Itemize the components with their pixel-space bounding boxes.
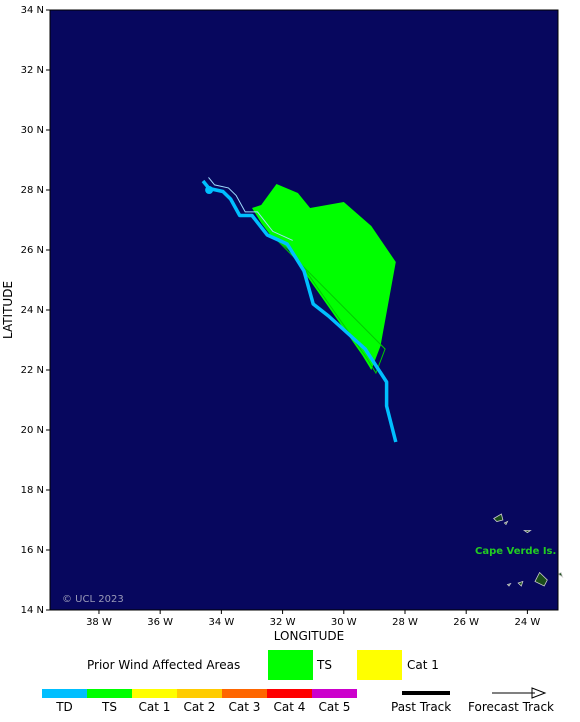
cape-verde-label: Cape Verde Is. — [475, 546, 556, 557]
y-tick-label-1: 16 N — [21, 545, 44, 556]
forecast-track-arrow-icon — [531, 687, 547, 699]
y-axis-ticks: 14 N 16 N 18 N 20 N 22 N 24 N 26 N 28 N 30 N 32 N… — [21, 5, 50, 616]
wind-legend-label-ts: TS — [316, 658, 332, 672]
past-track-line — [201, 179, 398, 443]
x-tick-label-4: 30 W — [331, 617, 357, 628]
y-tick-label-10: 34 N — [21, 5, 44, 16]
forecast-track-legend-label: Forecast Track — [468, 700, 554, 714]
scale-label-cat3: Cat 3 — [229, 700, 261, 714]
scale-label-cat2: Cat 2 — [184, 700, 216, 714]
y-tick-label-6: 26 N — [21, 245, 44, 256]
x-tick-label-3: 32 W — [270, 617, 296, 628]
island-0 — [493, 513, 504, 522]
y-tick-label-7: 28 N — [21, 185, 44, 196]
scale-label-cat4: Cat 4 — [274, 700, 306, 714]
scale-label-ts: TS — [101, 700, 117, 714]
scale-label-td: TD — [55, 700, 73, 714]
island-6 — [506, 582, 512, 587]
island-4 — [557, 571, 564, 578]
land-layer — [493, 513, 564, 587]
scale-swatch-cat1 — [132, 689, 177, 698]
x-tick-label-2: 34 W — [208, 617, 234, 628]
y-axis-title: LATITUDE — [1, 281, 15, 339]
x-axis-title: LONGITUDE — [274, 629, 344, 643]
scale-swatch-td — [42, 689, 87, 698]
x-tick-label-5: 28 W — [392, 617, 418, 628]
x-axis-ticks: 38 W 36 W 34 W 32 W 30 W 28 W 26 W 24 W — [86, 610, 540, 628]
island-2 — [522, 530, 532, 534]
x-tick-label-6: 26 W — [453, 617, 479, 628]
y-tick-label-3: 20 N — [21, 425, 44, 436]
scale-label-cat5: Cat 5 — [319, 700, 351, 714]
y-tick-label-2: 18 N — [21, 485, 44, 496]
y-tick-label-0: 14 N — [21, 605, 44, 616]
scale-swatch-cat2 — [177, 689, 222, 698]
y-tick-label-5: 24 N — [21, 305, 44, 316]
island-3 — [534, 571, 548, 587]
scale-label-cat1: Cat 1 — [139, 700, 171, 714]
island-1 — [503, 520, 509, 526]
past-track-legend-label: Past Track — [391, 700, 451, 714]
storm-position-marker — [205, 186, 214, 194]
wind-legend-swatch-ts — [268, 650, 313, 680]
scale-swatch-cat3 — [222, 689, 267, 698]
y-tick-label-8: 30 N — [21, 125, 44, 136]
ocean-background — [50, 10, 558, 610]
wind-legend-title: Prior Wind Affected Areas — [87, 658, 240, 672]
intensity-scale: TD TS Cat 1 Cat 2 Cat 3 Cat 4 Cat 5 — [42, 689, 357, 714]
x-tick-label-0: 38 W — [86, 617, 112, 628]
island-5 — [517, 580, 524, 587]
past-track-outline — [208, 177, 293, 241]
x-tick-label-7: 24 W — [514, 617, 540, 628]
x-tick-label-1: 36 W — [147, 617, 173, 628]
scale-swatch-cat5 — [312, 689, 357, 698]
y-tick-label-9: 32 N — [21, 65, 44, 76]
scale-swatch-ts — [87, 689, 132, 698]
wind-legend-label-cat1: Cat 1 — [407, 658, 439, 672]
y-tick-label-4: 22 N — [21, 365, 44, 376]
wind-legend-swatch-cat1 — [357, 650, 402, 680]
copyright-label: © UCL 2023 — [62, 594, 124, 605]
scale-swatch-cat4 — [267, 689, 312, 698]
